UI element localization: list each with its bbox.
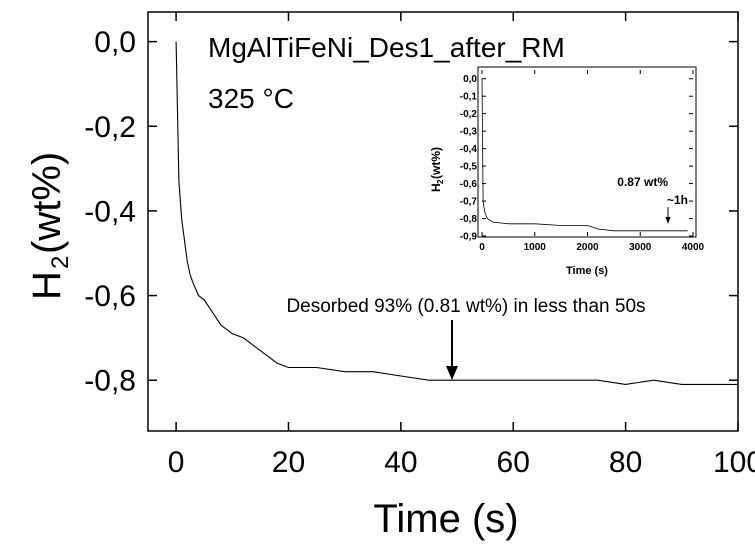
svg-text:(wt%): (wt%)	[429, 147, 443, 179]
main-y-tick-label: -0,8	[84, 365, 136, 398]
main-plot-frame	[147, 11, 739, 432]
svg-text:2: 2	[436, 179, 445, 184]
main-x-tick-label: 100	[713, 446, 755, 479]
inset-series-line	[481, 78, 688, 232]
inset-y-tick-label: -0,5	[460, 162, 478, 173]
main-y-tick-label: 0,0	[94, 26, 136, 59]
inset-tick-labels: 0 1000 2000 3000 4000 0,0 -0,1 -0,2 -0,3 -0,4 -0,5…	[460, 74, 705, 253]
main-x-tick-label: 60	[497, 446, 530, 479]
inset-y-tick-label: -0,3	[460, 127, 478, 138]
inset-y-tick-label: -0,8	[460, 214, 478, 225]
inset-y-tick-label: -0,1	[460, 92, 478, 103]
inset-y-tick-label: -0,9	[460, 232, 478, 243]
chart-title: MgAlTiFeNi_Des1_after_RM	[208, 32, 565, 63]
inset-annotation-arrow	[665, 207, 671, 224]
main-y-tick-label: -0,2	[84, 111, 136, 144]
inset-x-tick-label: 1000	[524, 242, 547, 253]
inset-plot-frame	[477, 66, 697, 238]
inset-annotation: 0.87 wt%	[617, 175, 668, 189]
inset-y-tick-label: -0,6	[460, 179, 478, 190]
main-x-tick-label: 80	[609, 446, 642, 479]
inset-annotation-time: ~1h	[667, 193, 688, 207]
inset-x-axis-label: Time (s)	[566, 265, 608, 277]
svg-text:H: H	[429, 183, 443, 192]
inset-y-tick-label: -0,4	[460, 144, 478, 155]
y-axis-label: H 2 (wt%)	[25, 152, 74, 300]
x-axis-label: Time (s)	[373, 497, 518, 541]
inset-y-tick-label: -0,2	[460, 109, 478, 120]
inset-y-axis-label: H 2 (wt%)	[429, 147, 445, 192]
chart-subtitle: 325 °C	[208, 83, 294, 114]
main-x-tick-label: 40	[384, 446, 417, 479]
main-tick-labels: 0 20 40 60 80 1000,0-0,2-0,4-0,6-0,8	[84, 26, 755, 479]
inset-y-tick-label: -0,7	[460, 197, 478, 208]
main-x-tick-label: 20	[272, 446, 305, 479]
main-annotation: Desorbed 93% (0.81 wt%) in less than 50s	[286, 296, 645, 317]
inset-x-tick-label: 2000	[576, 242, 599, 253]
main-x-tick-label: 0	[168, 446, 185, 479]
inset-x-tick-label: 3000	[629, 242, 652, 253]
inset-x-tick-label: 4000	[682, 242, 705, 253]
inset-y-tick-label: 0,0	[463, 74, 477, 85]
main-ticks	[148, 12, 739, 431]
svg-text:2: 2	[47, 256, 74, 269]
svg-text:(wt%): (wt%)	[25, 152, 69, 254]
main-y-tick-label: -0,4	[84, 195, 136, 228]
main-y-tick-label: -0,6	[84, 280, 136, 313]
main-series-line	[175, 41, 738, 385]
inset-x-tick-label: 0	[479, 242, 485, 253]
inset-ticks	[481, 70, 694, 237]
svg-text:H: H	[25, 271, 69, 300]
annotation-arrow	[446, 320, 458, 380]
